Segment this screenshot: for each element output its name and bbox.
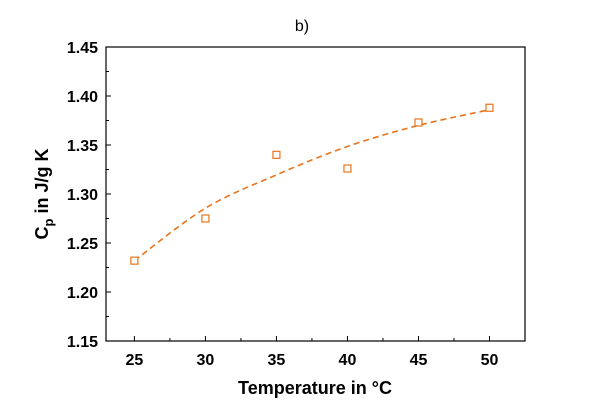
x-tick-label: 45 — [410, 352, 428, 369]
chart-title: b) — [295, 18, 309, 35]
x-axis-label: Temperature in °C — [238, 378, 392, 398]
y-tick-label: 1.30 — [67, 187, 98, 204]
fit-curve-layer — [133, 108, 490, 262]
data-point — [485, 103, 494, 112]
data-markers — [130, 103, 494, 265]
y-tick-label: 1.15 — [67, 334, 98, 351]
data-point — [414, 118, 423, 127]
x-tick-label: 40 — [339, 352, 357, 369]
y-tick-label: 1.35 — [67, 138, 98, 155]
data-point — [201, 214, 210, 223]
x-tick-label: 35 — [268, 352, 286, 369]
y-axis-ticks: 1.15 1.20 1.25 1.30 1.35 1.40 1.45 — [67, 40, 111, 351]
y-axis-label-main: C — [32, 226, 52, 239]
plot-frame — [105, 46, 526, 342]
y-tick-label: 1.40 — [67, 89, 98, 106]
x-tick-label: 50 — [481, 352, 499, 369]
y-axis-label: Cp in J/g K — [32, 149, 56, 240]
x-tick-label: 30 — [197, 352, 215, 369]
x-axis-ticks: 25 30 35 40 45 50 — [126, 336, 526, 369]
data-point — [272, 150, 281, 159]
y-axis-label-rest: in J/g K — [32, 149, 52, 219]
y-tick-label: 1.45 — [67, 40, 98, 57]
y-tick-label: 1.25 — [67, 236, 98, 253]
y-axis-label-subscript: p — [41, 218, 56, 226]
fit-curve — [133, 108, 490, 262]
y-tick-label: 1.20 — [67, 285, 98, 302]
data-point — [130, 256, 139, 265]
x-tick-label: 25 — [126, 352, 144, 369]
data-point — [343, 164, 352, 173]
